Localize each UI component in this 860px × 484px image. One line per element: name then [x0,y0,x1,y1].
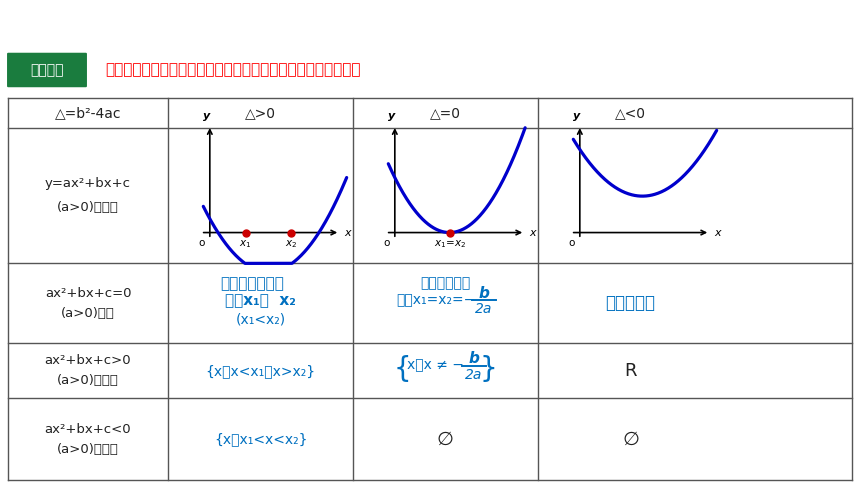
Text: ax²+bx+c>0: ax²+bx+c>0 [45,354,132,367]
Text: $x_1$=$x_2$: $x_1$=$x_2$ [433,239,465,250]
FancyBboxPatch shape [6,52,88,88]
Text: {x｜x<x₁或x>x₂}: {x｜x<x₁或x>x₂} [206,364,316,378]
Text: x: x [529,227,536,238]
Text: ax²+bx+c=0: ax²+bx+c=0 [45,287,132,300]
Text: 没有实数根: 没有实数根 [605,294,655,312]
Text: {: { [394,355,411,383]
Text: $x_1$: $x_1$ [239,239,251,250]
Text: o: o [384,238,390,247]
Text: (a>0)的解集: (a>0)的解集 [57,443,119,456]
Text: 21世纪教育: 21世纪教育 [808,12,847,22]
Text: △=0: △=0 [430,106,461,121]
Text: x｜x ≠ −: x｜x ≠ − [407,358,464,372]
Text: R: R [624,362,636,380]
Text: △>0: △>0 [245,106,276,121]
Text: y: y [388,111,396,121]
Text: b: b [468,351,479,366]
Text: 2a: 2a [464,368,482,382]
Text: www.21cnjy.com: www.21cnjy.com [795,31,847,36]
Text: $x_2$: $x_2$ [286,239,298,250]
Text: 有两相等的实: 有两相等的实 [421,276,470,290]
Text: 有两不相等的实: 有两不相等的实 [220,276,285,291]
Text: ∅: ∅ [437,430,454,449]
Text: o: o [199,238,205,247]
Text: y: y [574,111,580,121]
Text: 一元二次不等式的解集与一元二次方程、二次函数的图象的关系: 一元二次不等式的解集与一元二次方程、二次函数的图象的关系 [105,62,360,77]
Text: y=ax²+bx+c: y=ax²+bx+c [45,177,131,190]
Text: (a>0)的根: (a>0)的根 [61,307,115,320]
Text: o: o [568,238,574,247]
Text: x: x [344,227,351,238]
Text: 数根x₁，  x₂: 数根x₁， x₂ [225,293,296,308]
Text: (a>0)的图象: (a>0)的图象 [57,201,119,214]
Text: ax²+bx+c<0: ax²+bx+c<0 [45,423,132,436]
Text: 复习导入: 复习导入 [30,63,64,77]
Text: b: b [478,286,489,301]
Text: (x₁<x₂): (x₁<x₂) [236,312,286,326]
Text: }: } [480,355,497,383]
Text: (a>0)的解集: (a>0)的解集 [57,375,119,387]
Text: ∅: ∅ [622,430,639,449]
Text: x: x [714,227,721,238]
Text: 2a: 2a [475,302,492,317]
Text: △<0: △<0 [615,106,646,121]
Text: △=b²-4ac: △=b²-4ac [55,106,121,121]
Text: y: y [203,111,211,121]
Text: {x｜x₁<x<x₂}: {x｜x₁<x<x₂} [214,432,307,446]
Text: 数根x₁=x₂=−: 数根x₁=x₂=− [396,293,475,307]
